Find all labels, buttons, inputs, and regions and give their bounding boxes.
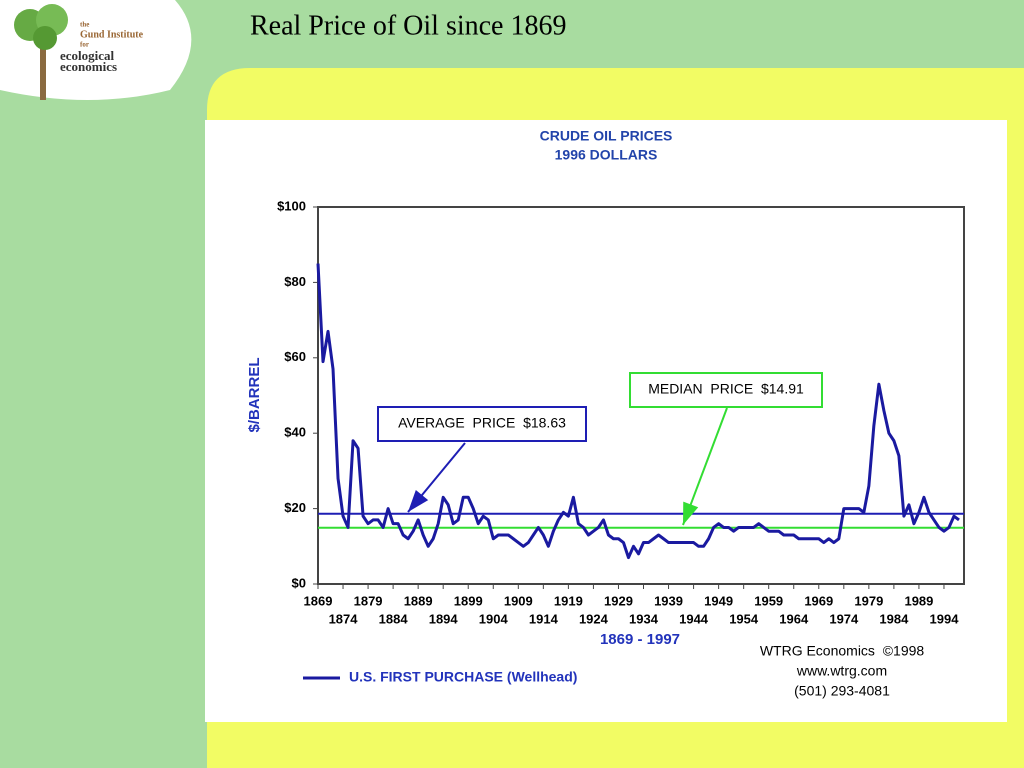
x-tick-label: 1924 (579, 611, 609, 626)
price-line (316, 263, 960, 560)
x-tick-label: 1904 (479, 611, 509, 626)
chart-subtitle: 1996 DOLLARS (555, 147, 658, 163)
x-tick-label: 1994 (930, 611, 960, 626)
x-axis-label: 1869 - 1997 (600, 631, 680, 648)
x-tick-label: 1874 (329, 611, 359, 626)
arrow-head (683, 501, 699, 525)
x-tick-label: 1964 (779, 611, 809, 626)
logo-text: ecological (60, 48, 115, 63)
x-tick-label: 1974 (829, 611, 859, 626)
x-tick-label: 1984 (879, 611, 909, 626)
chart-title: CRUDE OIL PRICES (540, 128, 673, 144)
logo-text: the (80, 21, 89, 29)
y-tick-label: $20 (284, 500, 306, 515)
x-tick-label: 1934 (629, 611, 659, 626)
y-axis-label: $/BARREL (246, 357, 263, 432)
x-tick-label: 1869 (304, 593, 333, 608)
x-tick-label: 1949 (704, 593, 733, 608)
x-tick-label: 1969 (804, 593, 833, 608)
x-tick-label: 1884 (379, 611, 409, 626)
y-tick-label: $80 (284, 274, 306, 289)
x-tick-label: 1899 (454, 593, 483, 608)
x-tick-label: 1989 (904, 593, 933, 608)
x-tick-label: 1919 (554, 593, 583, 608)
logo-text: for (80, 41, 89, 49)
logo-tree (14, 4, 68, 100)
x-tick-label: 1979 (854, 593, 883, 608)
x-tick-label: 1929 (604, 593, 633, 608)
credit: WTRG Economics ©1998 (760, 643, 925, 659)
x-tick-label: 1879 (354, 593, 383, 608)
x-tick-label: 1939 (654, 593, 683, 608)
x-tick-label: 1954 (729, 611, 759, 626)
x-tick-label: 1914 (529, 611, 559, 626)
y-tick-label: $40 (284, 425, 306, 440)
annotation-box (377, 406, 587, 442)
annotation-box (629, 372, 823, 408)
x-tick-label: 1889 (404, 593, 433, 608)
x-tick-label: 1959 (754, 593, 783, 608)
annotation-label: AVERAGE PRICE $18.63 (398, 415, 566, 431)
y-tick-label: $60 (284, 349, 306, 364)
annotation-label: MEDIAN PRICE $14.91 (648, 381, 804, 397)
credit: www.wtrg.com (796, 663, 887, 679)
x-tick-label: 1894 (429, 611, 459, 626)
arrow-head (408, 489, 429, 512)
slide-title: Real Price of Oil since 1869 (250, 10, 566, 41)
logo-text: Gund Institute (80, 29, 144, 40)
x-tick-label: 1944 (679, 611, 709, 626)
credit: (501) 293-4081 (794, 683, 890, 699)
y-tick-label: $0 (292, 575, 306, 590)
logo-text: economics (60, 59, 117, 74)
legend-label: U.S. FIRST PURCHASE (Wellhead) (349, 669, 577, 685)
x-tick-label: 1909 (504, 593, 533, 608)
y-tick-label: $100 (277, 198, 306, 213)
